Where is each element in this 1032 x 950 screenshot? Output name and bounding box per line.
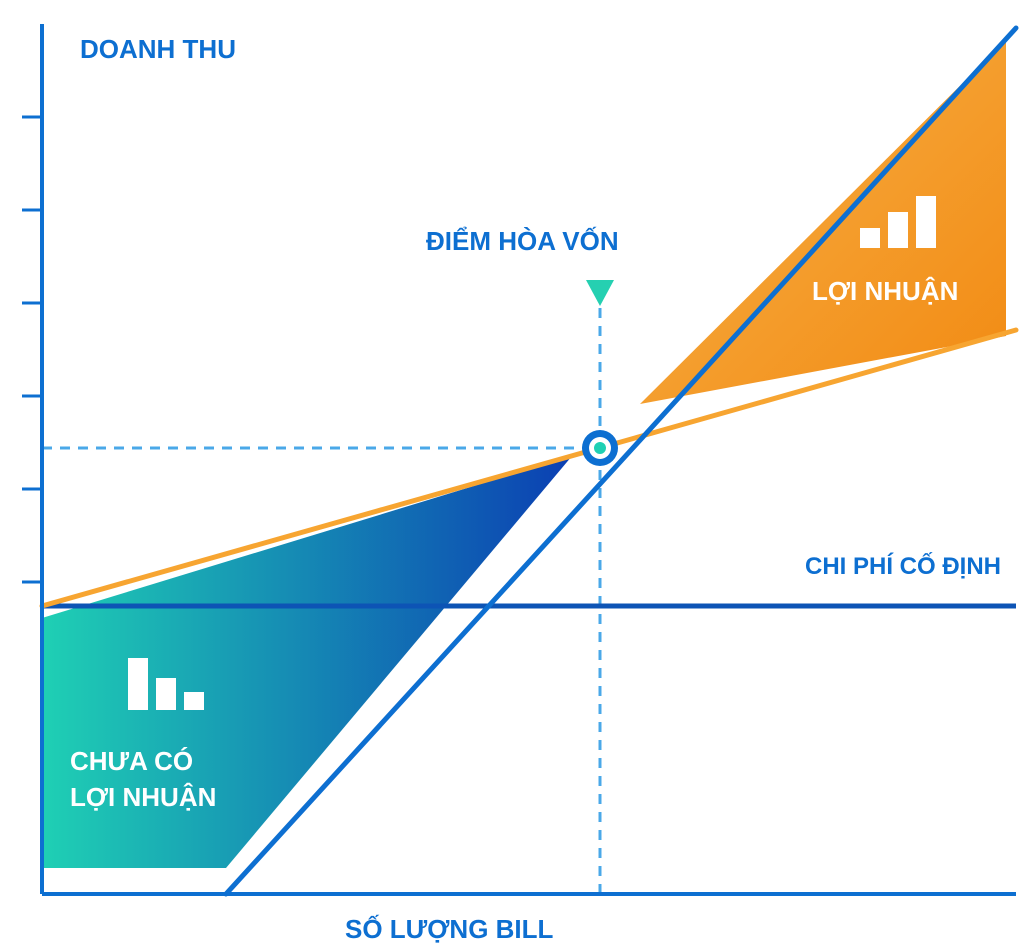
- loss-region-label: CHƯA CÓ: [70, 746, 193, 776]
- breakeven-chart: DOANH THU SỐ LƯỢNG BILL ĐIỂM HÒA VỐN CHI PH…: [0, 0, 1032, 950]
- profit-region-label: LỢI NHUẬN: [812, 276, 958, 306]
- revenue-line: [226, 28, 1016, 894]
- y-axis-label: DOANH THU: [80, 34, 236, 64]
- breakeven-pointer-icon: [586, 280, 614, 306]
- breakeven-label: ĐIỂM HÒA VỐN: [426, 226, 619, 256]
- fixed-cost-label: CHI PHÍ CỐ ĐỊNH: [805, 552, 1001, 580]
- loss-region-label: LỢI NHUẬN: [70, 782, 216, 812]
- breakeven-point: [582, 430, 618, 466]
- x-axis-label: SỐ LƯỢNG BILL: [345, 914, 554, 944]
